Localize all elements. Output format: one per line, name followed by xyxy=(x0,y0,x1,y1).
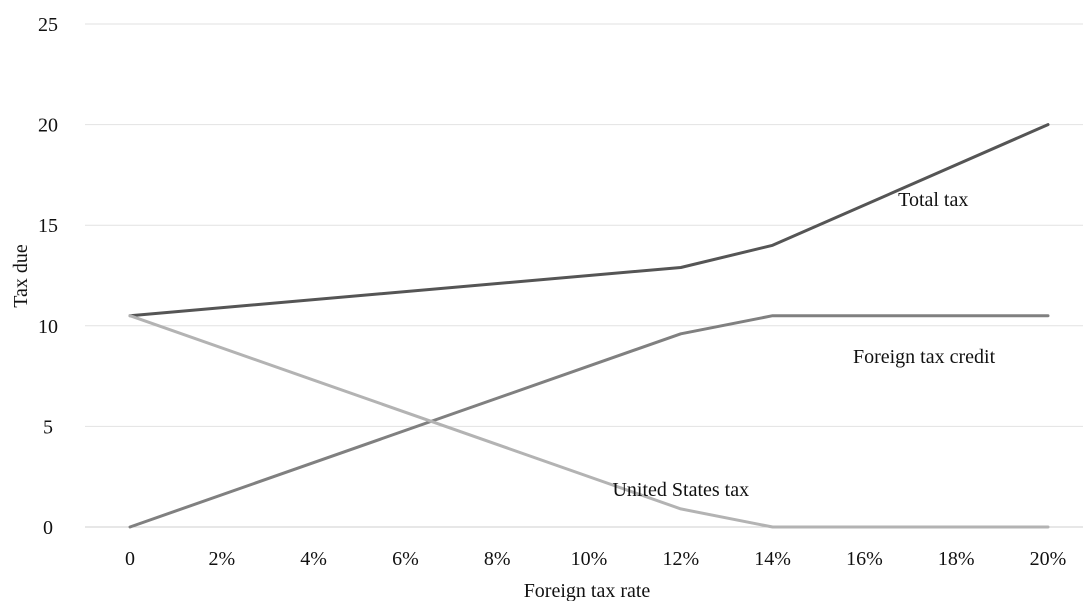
y-axis-title: Tax due xyxy=(10,244,32,308)
y-tick-label: 20 xyxy=(38,115,58,137)
x-tick-label: 20% xyxy=(1030,548,1067,570)
y-tick-label: 5 xyxy=(43,416,53,438)
series-line-total-tax xyxy=(128,123,1050,318)
x-tick-label: 18% xyxy=(938,548,975,570)
axes: 0 5 10 15 20 25 0 2% 4% 6% 8% 10% 12% 14% 16% 18% 20% For… xyxy=(10,14,1066,601)
x-tick-label: 14% xyxy=(754,548,791,570)
series-label-total-tax: Total tax xyxy=(898,189,968,211)
x-tick-label: 4% xyxy=(300,548,327,570)
x-tick-label: 6% xyxy=(392,548,419,570)
x-tick-label: 12% xyxy=(662,548,699,570)
x-tick-label: 10% xyxy=(571,548,608,570)
series-line-foreign-tax-credit xyxy=(128,314,1050,529)
y-tick-label: 15 xyxy=(38,215,58,237)
series-line-united-states-tax xyxy=(128,314,1050,529)
y-tick-label: 25 xyxy=(38,14,58,36)
y-tick-label: 0 xyxy=(43,517,53,539)
series-label-foreign-tax-credit: Foreign tax credit xyxy=(853,346,996,368)
x-axis-title: Foreign tax rate xyxy=(524,580,651,601)
x-tick-label: 2% xyxy=(208,548,235,570)
x-tick-label: 0 xyxy=(125,548,135,570)
x-tick-label: 16% xyxy=(846,548,883,570)
series-annotations: Total tax Foreign tax credit United States… xyxy=(612,189,995,501)
y-tick-label: 10 xyxy=(38,316,58,338)
series-label-united-states-tax: United States tax xyxy=(612,479,749,501)
x-tick-label: 8% xyxy=(484,548,511,570)
series-lines xyxy=(128,123,1050,529)
